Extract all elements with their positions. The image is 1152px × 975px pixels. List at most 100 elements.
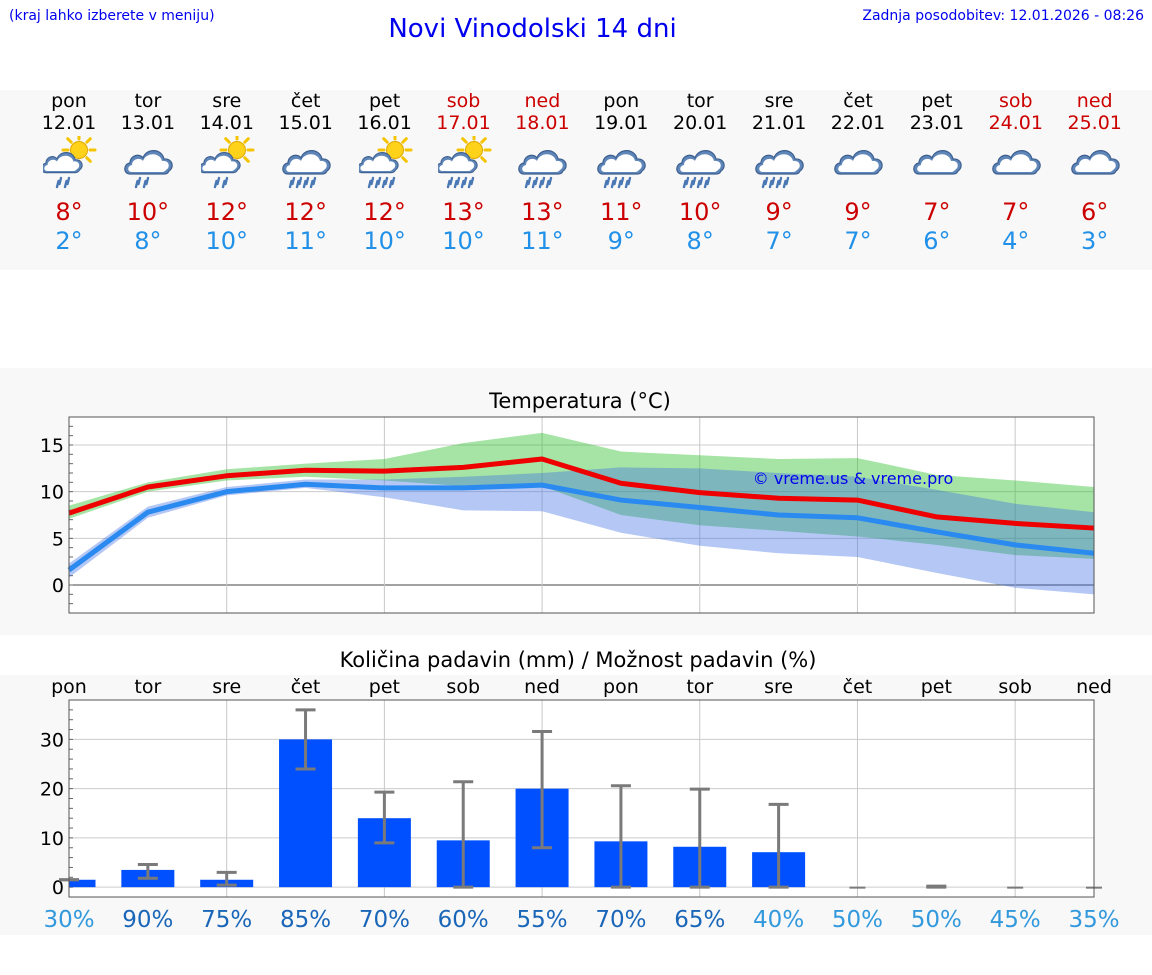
sun-ray xyxy=(243,156,250,163)
raindrop xyxy=(66,176,71,186)
sun xyxy=(456,136,491,168)
cloud-heavy-rain-icon xyxy=(518,150,568,189)
raindrop xyxy=(613,176,618,186)
raindrop xyxy=(63,179,68,189)
cloud-fill xyxy=(996,154,1037,172)
plot-frame xyxy=(68,416,1095,614)
cloud-fill xyxy=(759,154,800,172)
precipitation-probability: 60% xyxy=(438,907,489,933)
raindrop xyxy=(778,176,783,186)
raindrop xyxy=(541,176,546,186)
cloud-heavy-rain-icon xyxy=(281,150,331,189)
raindrop xyxy=(703,179,708,189)
raindrop xyxy=(534,176,539,186)
max-temperature: 13° xyxy=(521,198,564,226)
cloud-fill xyxy=(128,154,169,172)
day-forecast: sre 14.01 12° 10° xyxy=(187,90,267,260)
raindrop xyxy=(309,179,314,189)
sun-ray xyxy=(479,156,487,163)
sun-ray xyxy=(400,137,408,144)
day-name: čet xyxy=(843,90,873,112)
raindrop xyxy=(467,179,472,189)
raindrop xyxy=(546,179,551,189)
y-tick-label: 0 xyxy=(52,877,64,899)
day-name: sob xyxy=(999,90,1033,112)
day-date: 24.01 xyxy=(988,112,1043,134)
x-category-label: sob xyxy=(998,676,1032,698)
cloud xyxy=(1070,150,1120,175)
max-temperature: 9° xyxy=(765,198,793,226)
raindrop xyxy=(682,179,687,189)
min-temperature: 8° xyxy=(134,227,162,255)
x-category-label: pet xyxy=(921,676,952,698)
cloud xyxy=(437,152,478,174)
cloud xyxy=(124,150,173,175)
raindrop xyxy=(469,176,474,186)
raindrop xyxy=(620,176,625,186)
day-name: sre xyxy=(764,90,794,112)
x-category-label: ned xyxy=(524,676,560,698)
day-date: 21.01 xyxy=(751,112,807,134)
raindrop xyxy=(142,179,147,189)
precipitation-bar xyxy=(69,879,96,888)
x-category-label: čet xyxy=(843,676,873,698)
sun-cloud-heavy-rain-icon xyxy=(437,136,491,189)
raindrop xyxy=(604,179,608,189)
cloud-fill xyxy=(917,154,958,172)
day-forecast: čet 22.01 9° 7° xyxy=(818,90,898,260)
cloud-heavy-rain-icon xyxy=(676,150,725,189)
cloud-heavy-rain-icon xyxy=(597,150,647,189)
cloud-fill xyxy=(522,154,564,172)
raindrop xyxy=(55,179,60,189)
cloud-icon xyxy=(991,150,1041,175)
raindrop xyxy=(145,176,150,186)
cloud xyxy=(597,150,647,175)
max-temperature: 6° xyxy=(1081,198,1109,226)
raindrop xyxy=(696,179,701,189)
raindrop xyxy=(625,179,629,189)
raindrop xyxy=(462,176,467,186)
raindrop xyxy=(761,179,766,189)
sun-ray xyxy=(400,156,408,163)
precipitation-probability: 50% xyxy=(911,907,962,933)
min-temperature: 10° xyxy=(442,227,485,255)
max-temperature: 10° xyxy=(678,198,722,226)
raindrop xyxy=(58,176,63,186)
day-date: 18.01 xyxy=(515,112,570,134)
sun-ray xyxy=(381,137,389,144)
raindrop xyxy=(611,179,615,189)
raindrop xyxy=(527,176,532,186)
raindrop xyxy=(216,176,220,186)
raindrop xyxy=(137,176,142,186)
raindrop xyxy=(369,176,374,186)
max-temperature: 9° xyxy=(844,198,872,226)
day-date: 23.01 xyxy=(909,112,965,134)
day-name: sre xyxy=(212,90,242,112)
raindrop xyxy=(388,179,393,189)
raindrop xyxy=(290,176,295,186)
cloud xyxy=(991,150,1041,175)
min-temperature: 7° xyxy=(844,227,872,255)
day-date: 12.01 xyxy=(41,112,97,134)
x-category-label: pon xyxy=(51,676,87,698)
cloud-fill xyxy=(438,155,474,171)
day-date: 17.01 xyxy=(436,112,491,134)
cloud xyxy=(913,150,962,175)
day-date: 14.01 xyxy=(199,112,254,134)
raindrop xyxy=(224,176,228,186)
raindrop xyxy=(390,176,395,186)
plot-area xyxy=(69,700,1094,897)
daily-forecast-panel xyxy=(0,90,1152,270)
day-forecast: pon 12.01 8° 2° xyxy=(29,90,109,260)
max-temperature: 12° xyxy=(284,198,327,226)
x-category-label: ned xyxy=(1076,676,1112,698)
cloud-fill xyxy=(1074,154,1116,172)
raindrop xyxy=(699,176,704,186)
cloud-fill xyxy=(838,154,879,172)
raindrop xyxy=(525,179,530,189)
min-temperature: 9° xyxy=(607,227,635,255)
raindrop xyxy=(606,176,611,186)
precipitation-chart: Količina padavin (mm) / Možnost padavin … xyxy=(40,648,1120,933)
day-forecast: tor 20.01 10° 8° xyxy=(660,90,740,260)
max-temperature-range xyxy=(69,432,1094,559)
